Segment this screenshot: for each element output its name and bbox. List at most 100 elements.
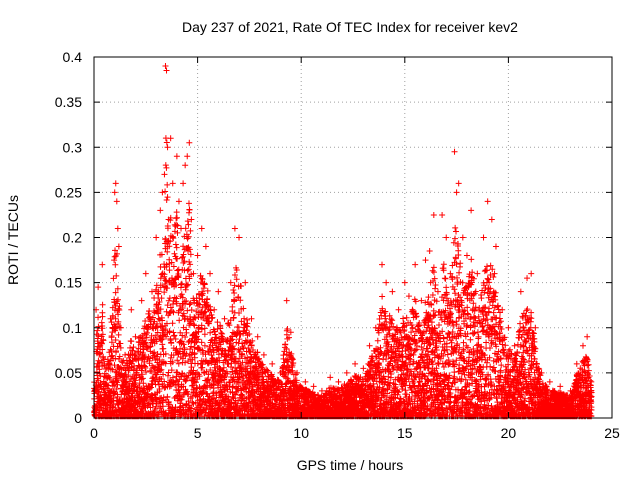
data-point [159,189,166,196]
data-point [242,279,249,286]
x-tick-label: 0 [90,425,98,441]
data-point [111,189,118,196]
data-point [302,378,309,385]
data-point [463,252,470,259]
data-point [112,180,119,187]
data-point [426,248,433,255]
y-tick-label: 0 [74,410,82,426]
data-point [164,144,171,151]
data-point [99,261,106,268]
data-point [215,288,222,295]
data-point [383,279,390,286]
data-point [115,243,122,250]
data-point [434,288,441,295]
data-point [182,162,189,169]
y-axis-label: ROTI / TECUs [5,195,21,285]
data-point [422,257,429,264]
y-tick-label: 0.35 [55,94,82,110]
data-point [505,324,512,331]
data-point [573,360,580,367]
y-tick-label: 0.05 [55,365,82,381]
data-point [283,297,290,304]
y-tick-label: 0.4 [63,49,83,65]
data-point [455,180,462,187]
data-point [468,207,475,214]
data-point [557,383,564,390]
data-point [492,243,499,250]
data-point [169,180,176,187]
data-point [488,216,495,223]
data-point [499,306,506,313]
data-point [327,374,334,381]
data-point [439,211,446,218]
data-point [113,198,120,205]
data-point [372,324,379,331]
data-point [269,360,276,367]
data-point [95,284,102,291]
data-point [287,329,294,336]
data-point [480,234,487,241]
data-point [524,275,531,282]
data-point [360,365,367,372]
data-point [405,293,412,300]
data-point [122,351,129,358]
data-point [567,387,574,394]
data-point [188,216,195,223]
y-tick-label: 0.15 [55,275,82,291]
data-point [484,198,491,205]
data-point [132,333,139,340]
data-point [343,369,350,376]
data-point [97,342,104,349]
data-point [453,189,460,196]
data-point [451,148,458,155]
data-point [101,360,108,367]
data-point [157,207,164,214]
data-point [107,315,114,322]
data-point [318,387,325,394]
data-point [207,270,214,277]
data-point [538,369,545,376]
data-point [138,297,145,304]
y-tick-label: 0.25 [55,184,82,200]
data-point [459,234,466,241]
data-point [167,135,174,142]
data-point [517,288,524,295]
chart-title: Day 237 of 2021, Rate Of TEC Index for r… [182,19,518,35]
data-point [579,342,586,349]
data-point [389,288,396,295]
data-point [117,324,124,331]
data-point [277,369,284,376]
data-point [511,342,518,349]
data-point [149,288,156,295]
data-point [186,139,193,146]
data-point [443,234,450,241]
data-point [194,252,201,259]
data-point [474,270,481,277]
data-point [588,378,595,385]
data-point [163,67,170,74]
data-point [248,315,255,322]
data-point [546,378,553,385]
data-point [447,270,454,277]
data-point [165,216,172,223]
data-point [161,171,168,178]
data-point [142,270,149,277]
data-point [418,297,425,304]
data-point [254,333,261,340]
data-point [236,234,243,241]
data-point [379,261,386,268]
data-point [221,315,228,322]
data-point [412,261,419,268]
data-point [190,270,197,277]
data-point [352,360,359,367]
data-points [93,63,595,394]
data-point [584,333,591,340]
data-point [231,225,238,232]
density-marks [91,135,595,420]
data-point [260,351,267,358]
x-tick-label: 5 [194,425,202,441]
x-tick-label: 10 [293,425,309,441]
data-point [401,279,408,286]
data-point [532,324,539,331]
